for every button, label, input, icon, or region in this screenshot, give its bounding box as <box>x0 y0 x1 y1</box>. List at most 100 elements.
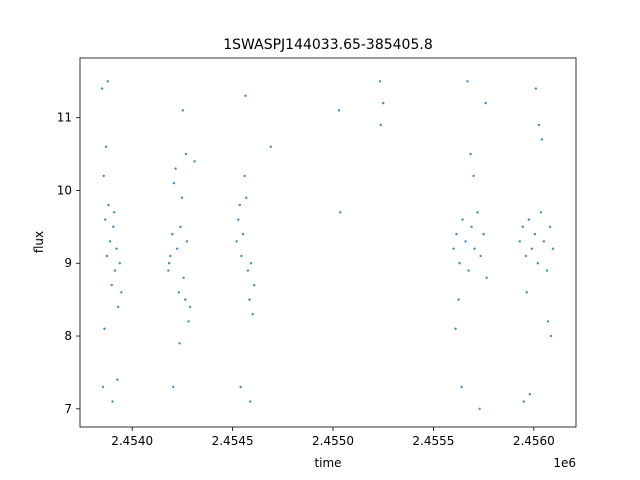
data-point <box>246 269 250 272</box>
data-point <box>378 80 382 83</box>
data-point <box>452 247 455 250</box>
data-point <box>112 211 116 214</box>
data-point <box>269 145 272 148</box>
data-point <box>106 80 109 83</box>
x-tick-label: 2.4540 <box>111 434 153 448</box>
data-point <box>542 240 546 243</box>
data-point <box>248 298 251 301</box>
data-point <box>454 327 457 330</box>
y-tick-label: 10 <box>57 183 72 197</box>
data-point <box>104 145 108 148</box>
data-point <box>180 196 184 199</box>
data-point <box>178 342 181 345</box>
data-point <box>235 240 238 243</box>
data-point <box>113 269 117 272</box>
data-point <box>551 247 555 250</box>
data-point <box>104 218 107 221</box>
y-axis-label: flux <box>32 231 46 253</box>
data-point <box>470 225 473 229</box>
data-point <box>167 262 171 265</box>
x-tick-label: 2.4560 <box>513 434 555 448</box>
y-tick-label: 7 <box>64 402 72 416</box>
data-points <box>100 80 555 410</box>
data-point <box>548 225 552 229</box>
data-point <box>105 254 109 258</box>
data-point <box>175 247 179 250</box>
x-tick-label: 2.4545 <box>212 434 254 448</box>
x-axis-label: time <box>314 456 341 470</box>
data-point <box>546 320 550 323</box>
data-point <box>537 123 541 127</box>
data-point <box>187 320 190 323</box>
y-tick-label: 9 <box>64 256 72 270</box>
data-point <box>237 218 240 221</box>
x-offset-label: 1e6 <box>553 456 576 470</box>
x-axis: 2.4540 2.4545 2.4550 2.4555 2.4560 <box>111 427 555 448</box>
y-tick-label: 11 <box>57 111 72 125</box>
data-point <box>103 327 106 330</box>
data-point <box>239 385 242 389</box>
chart-title: 1SWASPJ144033.65-385405.8 <box>223 37 432 53</box>
data-point <box>527 218 531 221</box>
data-point <box>522 400 525 403</box>
data-point <box>473 247 476 250</box>
data-point <box>241 232 245 236</box>
data-point <box>251 312 254 316</box>
data-point <box>184 152 188 156</box>
data-point <box>174 167 177 170</box>
data-point <box>249 262 253 265</box>
data-point <box>182 276 185 279</box>
data-point <box>193 160 196 163</box>
data-point <box>457 298 460 301</box>
data-point <box>533 232 537 236</box>
data-point <box>111 400 114 403</box>
data-point <box>455 232 458 236</box>
data-point <box>339 211 342 214</box>
data-point <box>540 138 544 141</box>
data-point <box>188 305 192 309</box>
data-point <box>107 203 110 207</box>
plot-frame <box>79 57 577 428</box>
data-point <box>534 87 538 90</box>
data-point <box>167 269 170 272</box>
data-point <box>238 203 242 207</box>
data-point <box>528 393 532 396</box>
data-point <box>171 232 174 236</box>
data-point <box>460 385 463 389</box>
data-point <box>476 211 479 214</box>
data-point <box>244 94 247 98</box>
data-point <box>185 240 189 243</box>
data-point <box>545 269 549 272</box>
x-tick-label: 2.4550 <box>312 434 354 448</box>
data-point <box>171 385 175 389</box>
data-point <box>253 283 256 287</box>
data-point <box>458 262 461 265</box>
data-point <box>243 174 246 178</box>
data-point <box>469 152 472 156</box>
data-point <box>525 291 528 294</box>
x-tick-label: 2.4555 <box>412 434 454 448</box>
data-point <box>461 218 464 221</box>
data-point <box>184 298 187 301</box>
data-point <box>478 407 481 410</box>
data-point <box>467 269 470 272</box>
data-point <box>466 80 469 83</box>
data-point <box>484 101 487 105</box>
data-point <box>101 385 105 389</box>
data-point <box>115 247 118 250</box>
data-point <box>245 196 248 199</box>
data-point <box>249 400 252 403</box>
data-point <box>536 262 540 265</box>
data-point <box>482 232 485 236</box>
data-point <box>479 254 482 258</box>
y-tick-label: 8 <box>64 329 72 343</box>
data-point <box>539 211 543 214</box>
y-axis: 7 8 9 10 11 <box>57 111 80 416</box>
data-point <box>120 291 123 294</box>
data-point <box>472 174 475 178</box>
data-point <box>240 254 243 258</box>
data-point <box>177 291 180 294</box>
data-point <box>521 225 524 229</box>
data-point <box>102 174 105 178</box>
